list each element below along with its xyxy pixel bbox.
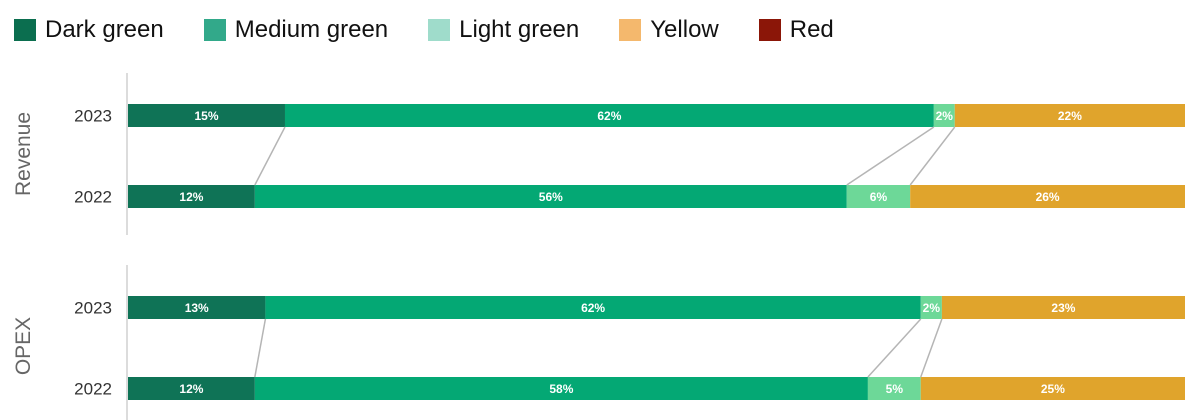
opex-year-label-2022: 2022 — [74, 380, 112, 399]
opex-2023-bar-yellow — [941, 296, 1185, 319]
opex-2022-bar-yellow — [920, 377, 1185, 400]
opex-2022-label-light-green: 5% — [886, 382, 904, 396]
opex-group-label: OPEX — [12, 317, 35, 375]
legend-item-dark-green: Dark green — [14, 16, 164, 44]
revenue-2023-bar-medium-green — [284, 104, 934, 127]
legend-label-light-green: Light green — [459, 16, 580, 43]
revenue-2023-bar-dark-green — [128, 104, 285, 127]
opex-connector-line — [867, 318, 922, 378]
legend-swatch-medium-green — [203, 19, 226, 41]
legend-item-light-green: Light green — [428, 16, 579, 44]
opex-2023-bar-light-green — [920, 296, 942, 319]
revenue-2022-bar-medium-green — [254, 185, 847, 208]
revenue-2023-label-yellow: 22% — [1058, 109, 1082, 123]
legend-swatch-yellow — [619, 19, 642, 41]
revenue-2022-label-yellow: 26% — [1036, 190, 1060, 204]
revenue-2022-label-light-green: 6% — [870, 190, 888, 204]
legend-label-dark-green: Dark green — [45, 16, 164, 43]
opex-connector-line — [254, 318, 267, 378]
legend-swatch-light-green — [428, 19, 451, 41]
revenue-connector-line — [254, 126, 286, 186]
opex-2023-label-dark-green: 13% — [185, 301, 209, 315]
revenue-group-label: Revenue — [12, 112, 35, 196]
opex-year-label-2023: 2023 — [74, 299, 112, 318]
legend-label-red: Red — [789, 16, 834, 43]
opex-2022-bar-light-green — [867, 377, 921, 400]
revenue-connector-line — [846, 126, 935, 186]
revenue-2023-bar-yellow — [954, 104, 1185, 127]
legend-item-red: Red — [758, 16, 834, 44]
opex-2022-label-dark-green: 12% — [179, 382, 203, 396]
legend-item-medium-green: Medium green — [203, 16, 389, 44]
revenue-2023-label-dark-green: 15% — [194, 109, 218, 123]
opex-2023-bar-medium-green — [265, 296, 921, 319]
legend-label-medium-green: Medium green — [234, 16, 389, 43]
opex-2023-label-yellow: 23% — [1051, 301, 1075, 315]
legend-swatch-dark-green — [14, 19, 36, 41]
opex-2023-label-medium-green: 62% — [581, 301, 605, 315]
revenue-2022-label-medium-green: 56% — [539, 190, 563, 204]
opex-2022-label-medium-green: 58% — [549, 382, 573, 396]
opex-connector-line — [920, 318, 943, 378]
revenue-2023-bar-light-green — [933, 104, 955, 127]
revenue-connector-line — [909, 126, 956, 186]
opex-2022-bar-dark-green — [128, 377, 255, 400]
revenue-2023-label-light-green: 2% — [936, 109, 954, 123]
legend-swatch-red — [758, 19, 781, 41]
opex-2022-bar-medium-green — [254, 377, 868, 400]
opex-2022-label-yellow: 25% — [1041, 382, 1065, 396]
revenue-2022-bar-dark-green — [128, 185, 255, 208]
legend-item-yellow: Yellow — [619, 16, 719, 44]
revenue-2022-bar-light-green — [846, 185, 911, 208]
opex-2023-bar-dark-green — [128, 296, 266, 319]
chart-legend: Dark green Medium green Light green Yell… — [14, 14, 874, 46]
revenue-year-label-2022: 2022 — [74, 188, 112, 207]
revenue-year-label-2023: 2023 — [74, 107, 112, 126]
opex-2023-label-light-green: 2% — [923, 301, 941, 315]
revenue-2023-label-medium-green: 62% — [597, 109, 621, 123]
legend-label-yellow: Yellow — [650, 16, 719, 43]
revenue-2022-bar-yellow — [910, 185, 1185, 208]
revenue-2022-label-dark-green: 12% — [179, 190, 203, 204]
